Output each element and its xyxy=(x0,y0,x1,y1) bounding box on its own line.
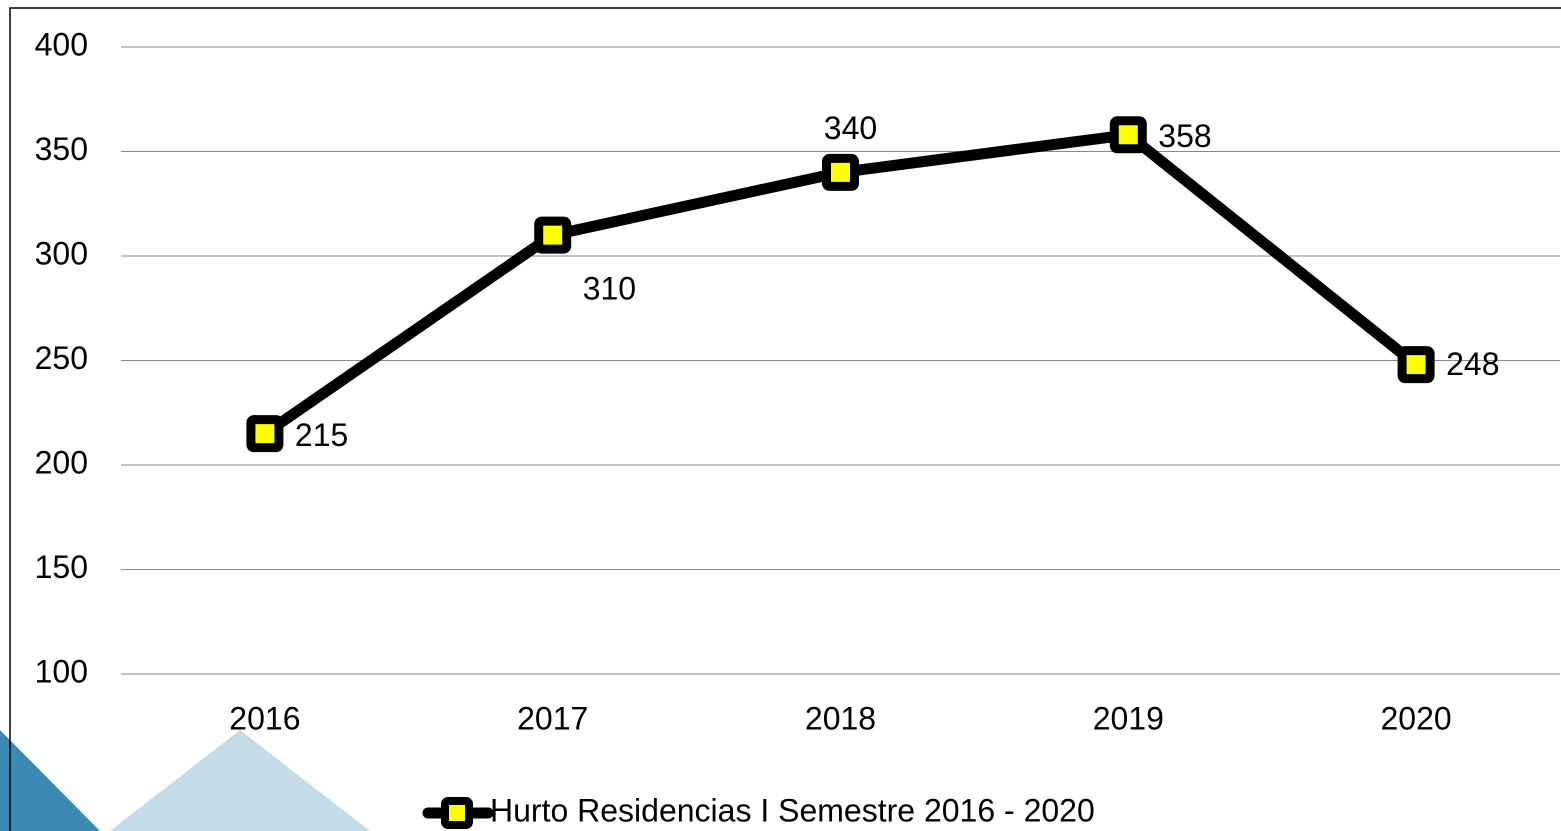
y-tick-label: 150 xyxy=(35,549,88,585)
marker xyxy=(246,415,284,453)
x-tick-label: 2017 xyxy=(517,700,588,736)
marker xyxy=(822,153,859,191)
x-tick-label: 2018 xyxy=(805,700,876,736)
legend-label: Hurto Residencias I Semestre 2016 - 2020 xyxy=(490,792,1095,828)
y-tick-label: 200 xyxy=(35,444,88,480)
x-tick-label: 2020 xyxy=(1381,700,1452,736)
marker xyxy=(1109,116,1147,154)
data-label: 340 xyxy=(824,110,877,146)
x-tick-label: 2016 xyxy=(229,700,300,736)
y-tick-label: 300 xyxy=(35,235,88,271)
data-label: 358 xyxy=(1158,118,1211,154)
marker xyxy=(1397,346,1435,384)
decor-light xyxy=(110,730,370,831)
y-tick-label: 350 xyxy=(35,131,88,167)
y-tick-label: 250 xyxy=(35,340,88,376)
legend-marker xyxy=(441,797,473,829)
data-label: 248 xyxy=(1446,346,1499,382)
data-label: 310 xyxy=(583,271,636,307)
decor-dark xyxy=(0,730,100,831)
x-tick-label: 2019 xyxy=(1093,700,1164,736)
frame xyxy=(9,7,1561,831)
y-tick-label: 400 xyxy=(35,26,88,62)
y-tick-label: 100 xyxy=(35,653,88,689)
marker xyxy=(534,216,572,254)
data-label: 215 xyxy=(295,417,348,453)
